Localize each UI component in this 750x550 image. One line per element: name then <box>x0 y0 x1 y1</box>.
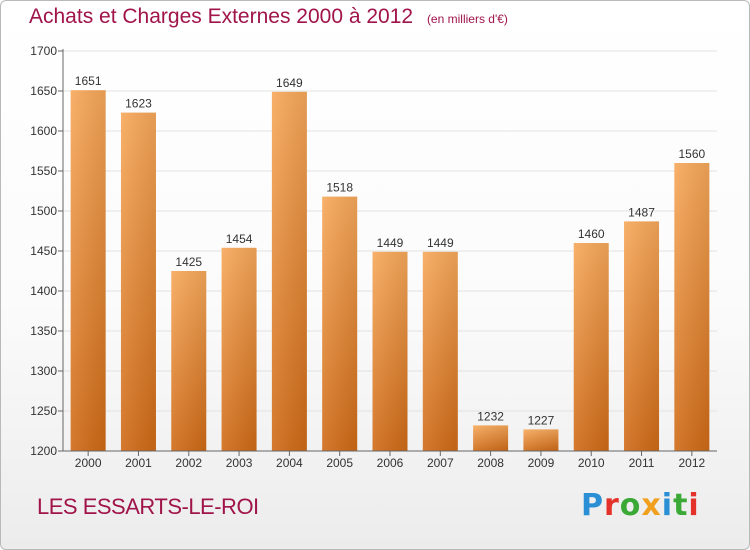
bar-shade-2009 <box>523 429 559 451</box>
commune-name: LES ESSARTS-LE-ROI <box>37 494 259 519</box>
bar-value-label: 1560 <box>678 147 705 161</box>
bar-value-label: 1425 <box>175 255 202 269</box>
bar-value-label: 1518 <box>326 181 353 195</box>
x-tick-label: 2006 <box>377 456 404 470</box>
x-tick-label: 2010 <box>578 456 605 470</box>
y-tick-label: 1600 <box>30 124 57 138</box>
x-tick-label: 2012 <box>678 456 705 470</box>
logo-letter: P <box>581 488 604 523</box>
bar-shade-2003 <box>221 247 257 451</box>
bar-shade-2012 <box>674 163 710 451</box>
y-tick-label: 1350 <box>30 324 57 338</box>
y-tick-label: 1300 <box>30 364 57 378</box>
bar-value-label: 1460 <box>578 227 605 241</box>
bar-shade-2001 <box>120 112 156 451</box>
bar-value-label: 1449 <box>377 236 404 250</box>
bar-value-label: 1651 <box>75 74 102 88</box>
labels: 1200 1250 1300 1350 1400 1450 1500 1550 1600 1650… <box>30 44 705 470</box>
x-tick-label: 2011 <box>629 456 655 470</box>
bar-shade-2011 <box>624 221 660 451</box>
x-tick-label: 2001 <box>125 456 152 470</box>
logo-letter: x <box>641 488 662 523</box>
logo-letter: i <box>661 488 674 523</box>
y-tick-label: 1550 <box>30 164 57 178</box>
x-tick-label: 2005 <box>326 456 353 470</box>
y-tick-label: 1250 <box>30 404 57 418</box>
chart-title: Achats et Charges Externes 2000 à 2012 (… <box>29 5 508 29</box>
y-tick-label: 1200 <box>30 444 57 458</box>
y-tick-label: 1650 <box>30 84 57 98</box>
axes <box>58 49 717 456</box>
bar-shade-2005 <box>322 196 358 451</box>
x-tick-label: 2000 <box>75 456 102 470</box>
x-tick-label: 2008 <box>477 456 504 470</box>
bar-value-label: 1454 <box>226 232 253 246</box>
y-tick-label: 1450 <box>30 244 57 258</box>
bar-shade-2010 <box>573 243 609 451</box>
x-tick-label: 2003 <box>226 456 253 470</box>
bar-value-label: 1227 <box>528 413 555 427</box>
logo-letter: r <box>604 488 620 523</box>
y-tick-label: 1500 <box>30 204 57 218</box>
y-tick-label: 1400 <box>30 284 57 298</box>
bar-shade-2006 <box>372 251 408 451</box>
bar-shade-2004 <box>271 91 307 452</box>
logo-letter: t <box>673 488 689 523</box>
bar-shade-2007 <box>422 251 458 451</box>
bar-value-label: 1487 <box>628 205 655 219</box>
logo-letter: o <box>619 488 642 523</box>
chart-title-main: Achats et Charges Externes 2000 à 2012 <box>29 5 414 28</box>
bar-value-label: 1232 <box>477 409 504 423</box>
x-tick-label: 2004 <box>276 456 303 470</box>
x-tick-label: 2009 <box>528 456 555 470</box>
bar-shade-2000 <box>70 90 106 451</box>
logo-letter: i <box>688 488 700 523</box>
chart-subtitle: (en milliers d'€) <box>426 12 508 26</box>
bar-shade-2002 <box>171 271 207 451</box>
x-tick-label: 2002 <box>175 456 202 470</box>
proxiti-logo[interactable]: Proxiti <box>581 488 700 523</box>
y-tick-label: 1700 <box>30 44 57 58</box>
bars <box>70 90 710 452</box>
bar-value-label: 1649 <box>276 76 303 90</box>
x-tick-label: 2007 <box>427 456 454 470</box>
bar-value-label: 1449 <box>427 236 454 250</box>
bar-value-label: 1623 <box>125 97 152 111</box>
bar-shade-2008 <box>473 425 509 451</box>
